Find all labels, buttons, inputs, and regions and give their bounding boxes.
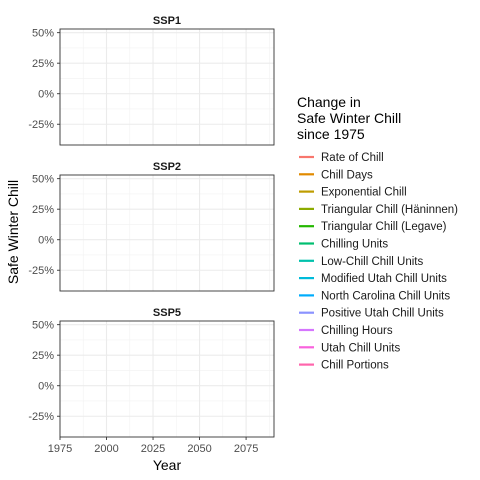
y-tick-label: 0% xyxy=(38,89,54,101)
y-tick-label: 0% xyxy=(38,235,54,247)
legend-label: Utah Chill Units xyxy=(321,342,400,354)
x-tick-label: 2075 xyxy=(234,443,258,455)
y-tick-label: 0% xyxy=(38,381,54,393)
panel-background xyxy=(60,175,274,291)
panel-border xyxy=(59,28,275,146)
panel-border xyxy=(59,320,275,438)
y-tick-label: -25% xyxy=(28,265,54,277)
y-tick-label: -25% xyxy=(28,411,54,423)
legend-item: Triangular Chill (Legave) xyxy=(299,221,447,233)
legend-item: Positive Utah Chill Units xyxy=(299,308,444,320)
legend-item: Triangular Chill (Häninnen) xyxy=(299,204,458,216)
y-tick-label: 25% xyxy=(32,350,54,362)
legend-item: Modified Utah Chill Units xyxy=(299,273,447,285)
legend-label: Chill Days xyxy=(321,169,373,181)
legend-label: Modified Utah Chill Units xyxy=(321,273,447,285)
legend-item: Chilling Units xyxy=(299,239,388,251)
legend-item: Low-Chill Chill Units xyxy=(299,256,423,268)
panel-background xyxy=(60,321,274,437)
legend-item: Chill Portions xyxy=(299,360,389,372)
legend-item: Chilling Hours xyxy=(299,325,393,337)
legend-title-line: Safe Winter Chill xyxy=(297,110,401,126)
legend-label: Low-Chill Chill Units xyxy=(321,256,423,268)
facet-panel-ssp2: SSP2 50% 25% 0% -25% xyxy=(28,161,275,292)
legend-label: Triangular Chill (Häninnen) xyxy=(321,204,458,216)
legend-item: Utah Chill Units xyxy=(299,342,400,354)
y-tick-label: 25% xyxy=(32,204,54,216)
y-tick-label: 50% xyxy=(32,174,54,186)
x-tick-label: 2025 xyxy=(141,443,165,455)
x-tick-label: 2050 xyxy=(187,443,211,455)
legend-label: Chill Portions xyxy=(321,360,389,372)
y-tick-label: 50% xyxy=(32,320,54,332)
x-tick-label: 1975 xyxy=(48,443,72,455)
legend-label: North Carolina Chill Units xyxy=(321,290,450,302)
legend-item: Exponential Chill xyxy=(299,187,407,199)
legend-label: Rate of Chill xyxy=(321,152,384,164)
legend-item: Rate of Chill xyxy=(299,152,384,164)
y-tick-label: 50% xyxy=(32,28,54,40)
facet-panel-ssp1: SSP1 50% 25% 0% -25% xyxy=(28,15,275,146)
x-tick-label: 2000 xyxy=(94,443,118,455)
legend-item: Chill Days xyxy=(299,169,373,181)
y-axis-title: Safe Winter Chill xyxy=(5,180,21,284)
x-axis-title: Year xyxy=(153,457,182,473)
legend-label: Chilling Hours xyxy=(321,325,393,337)
facet-panels: SSP1 50% 25% 0% -25% SSP2 50% 25% 0% -25% SSP5 50% 2… xyxy=(28,15,275,438)
legend-label: Exponential Chill xyxy=(321,187,407,199)
legend-label: Positive Utah Chill Units xyxy=(321,308,444,320)
legend-label: Triangular Chill (Legave) xyxy=(321,221,447,233)
legend-title-line: since 1975 xyxy=(297,126,365,142)
facet-strip-label: SSP2 xyxy=(153,161,181,173)
facet-strip-label: SSP1 xyxy=(153,15,181,27)
y-tick-label: 25% xyxy=(32,58,54,70)
y-tick-label: -25% xyxy=(28,119,54,131)
legend-label: Chilling Units xyxy=(321,239,388,251)
facet-panel-ssp5: SSP5 50% 25% 0% -25% xyxy=(28,307,275,438)
legend-title-line: Change in xyxy=(297,94,361,110)
facet-strip-label: SSP5 xyxy=(153,307,181,319)
panel-border xyxy=(59,174,275,292)
panel-background xyxy=(60,29,274,145)
legend-item: North Carolina Chill Units xyxy=(299,290,450,302)
x-axis: 1975 2000 2025 2050 2075 xyxy=(48,437,258,455)
